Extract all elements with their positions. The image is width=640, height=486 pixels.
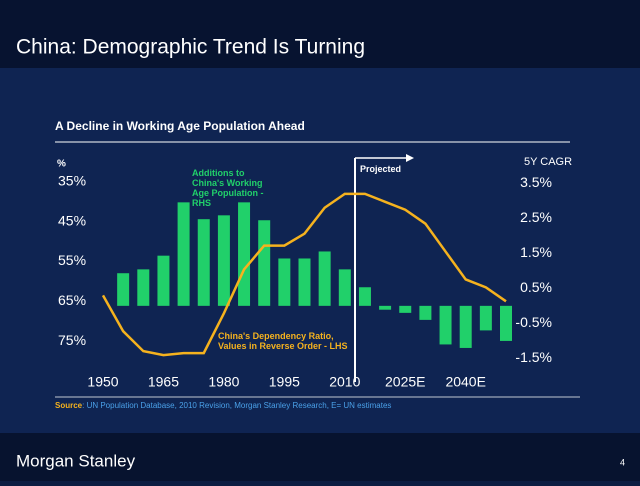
- bar: [500, 305, 512, 341]
- y-tick-label: 75%: [58, 332, 86, 348]
- x-tick-label: 1965: [148, 374, 179, 390]
- page-number: 4: [620, 457, 625, 467]
- y-tick-label: 65%: [58, 292, 86, 308]
- bar: [117, 273, 130, 306]
- bar: [358, 287, 371, 306]
- x-tick-label: 1950: [87, 374, 118, 390]
- y2-axis-label: 5Y CAGR: [524, 156, 572, 168]
- x-tick-label: 2025E: [385, 374, 425, 390]
- bar: [419, 305, 432, 320]
- bar: [177, 202, 190, 306]
- chart-title: A Decline in Working Age Population Ahea…: [55, 119, 305, 133]
- bar: [278, 258, 291, 306]
- bar: [379, 305, 392, 310]
- bar: [298, 258, 311, 306]
- x-tick-label: 1995: [269, 374, 300, 390]
- annotation-line: Age Population -: [192, 188, 264, 198]
- y2-tick-label: -1.5%: [515, 349, 552, 365]
- y2-tick-label: 3.5%: [520, 174, 552, 190]
- y2-tick-label: 0.5%: [520, 279, 552, 295]
- bar: [479, 305, 492, 331]
- bar: [197, 219, 210, 306]
- bar: [157, 255, 170, 306]
- annotation: China's Dependency Ratio, Values in Rever…: [218, 331, 348, 351]
- bar: [258, 220, 271, 306]
- content-band: [0, 68, 640, 433]
- bar: [399, 305, 412, 313]
- bar: [439, 305, 452, 345]
- title-band: [0, 0, 640, 68]
- bar: [459, 305, 472, 348]
- footer-band: [0, 433, 640, 481]
- x-tick-label: 1980: [208, 374, 239, 390]
- y2-tick-label: -0.5%: [515, 314, 552, 330]
- annotation: Projected: [360, 164, 401, 174]
- bar: [217, 215, 230, 306]
- slide-title: China: Demographic Trend Is Turning: [16, 36, 365, 59]
- x-tick-label: 2040E: [445, 374, 485, 390]
- source-label: Source: [55, 401, 83, 410]
- annotation-line: Projected: [360, 164, 401, 174]
- y2-tick-label: 2.5%: [520, 209, 552, 225]
- source: Source: UN Population Database, 2010 Rev…: [55, 401, 391, 410]
- annotation-line: China's Dependency Ratio,: [218, 331, 334, 341]
- x-tick-label: 2010: [329, 374, 360, 390]
- brand: Morgan Stanley: [16, 451, 136, 470]
- annotation-line: Additions to: [192, 168, 245, 178]
- y2-tick-label: 1.5%: [520, 244, 552, 260]
- bar: [238, 202, 251, 306]
- y-axis-label: %: [57, 159, 66, 170]
- bar: [137, 269, 150, 306]
- y-tick-label: 55%: [58, 252, 86, 268]
- bar: [338, 269, 351, 306]
- line: [101, 192, 507, 357]
- annotation-line: RHS: [192, 198, 211, 208]
- y-tick-label: 45%: [58, 212, 86, 228]
- annotation-line: Values in Reverse Order - LHS: [218, 341, 348, 351]
- arrow-head: [406, 154, 414, 162]
- annotation: Additions to China's Working Age Populatio…: [192, 168, 264, 208]
- y-tick-label: 35%: [58, 173, 86, 189]
- bar: [318, 251, 331, 306]
- annotation-line: China's Working: [192, 178, 262, 188]
- source-text: : UN Population Database, 2010 Revision,…: [82, 401, 391, 410]
